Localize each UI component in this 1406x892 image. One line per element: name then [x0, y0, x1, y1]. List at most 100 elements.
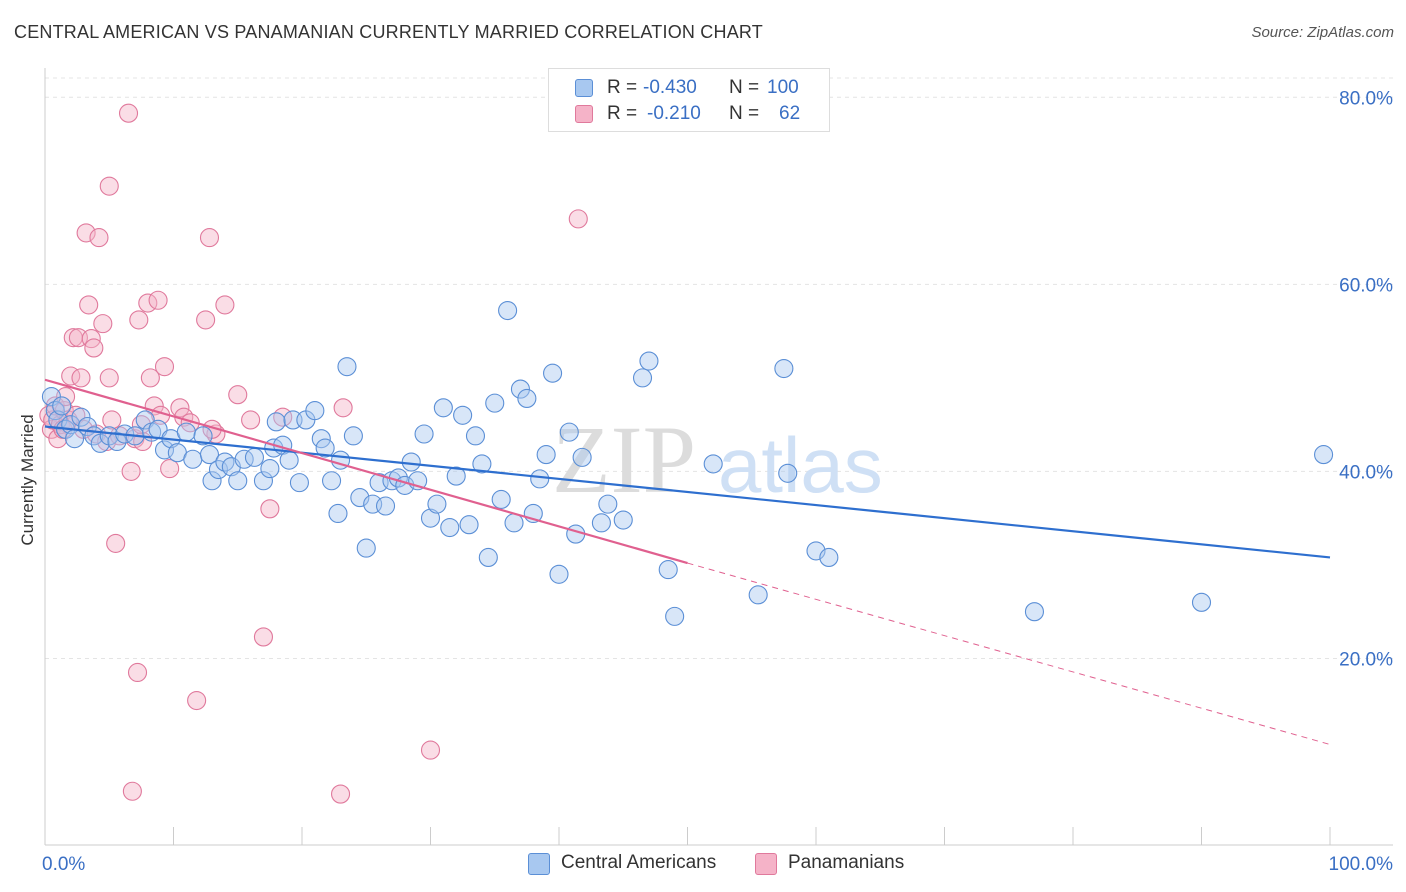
central-americans-point [183, 449, 203, 469]
legend-n-value: 62 [779, 103, 801, 124]
legend-swatch-blue [575, 79, 593, 97]
central-americans-point [253, 471, 274, 491]
central-americans-points [41, 300, 1334, 626]
stats-legend: R = -0.430 N = 100 R = -0.210 N = 62 [548, 68, 830, 132]
chart-title: CENTRAL AMERICAN VS PANAMANIAN CURRENTLY… [14, 22, 763, 42]
y-tick-label: 60.0% [1339, 275, 1393, 296]
x-tick-label-max: 100.0% [1329, 854, 1394, 875]
central-americans-point [598, 494, 618, 514]
x-tick-label-min: 0.0% [42, 854, 85, 875]
legend-swatch-pink [575, 105, 593, 123]
central-americans-point [193, 426, 213, 446]
central-americans-point [71, 407, 91, 427]
trend-lines [44, 378, 1331, 745]
central-americans-point [202, 471, 222, 491]
central-americans-point [266, 412, 286, 432]
legend-label: Central Americans [561, 852, 717, 873]
y-tick-label: 20.0% [1339, 649, 1393, 670]
legend-label: Panamanians [788, 852, 905, 873]
tick-labels: 20.0% 40.0% 60.0% 80.0% 0.0% 100.0% [42, 88, 1393, 875]
panamanians-point [71, 368, 91, 388]
central-americans-point [244, 447, 265, 467]
watermark-atlas: atlas [718, 421, 883, 509]
central-americans-point [613, 510, 633, 530]
central-americans-point [107, 431, 127, 452]
y-tick-label: 80.0% [1339, 88, 1393, 109]
legend-row-panamanians: R = -0.210 N = 62 [549, 101, 829, 127]
panamanians-point [215, 295, 235, 315]
central-americans-point [433, 398, 453, 418]
central-americans-point [199, 445, 220, 465]
central-americans-point [491, 489, 511, 510]
panamanians-point [93, 314, 113, 334]
central-americans-point [485, 393, 505, 413]
central-americans-point [356, 538, 376, 558]
central-americans-point [315, 438, 335, 458]
central-americans-point [1191, 592, 1212, 612]
central-americans-point [517, 388, 537, 409]
central-americans-point [375, 496, 396, 516]
central-americans-point [572, 447, 592, 467]
panamanians-point [122, 781, 142, 801]
central-americans-point [1024, 602, 1044, 622]
central-americans-point [703, 454, 723, 474]
central-americans-point [639, 351, 659, 371]
panamanians-point [241, 410, 261, 430]
panamanians-point [333, 398, 353, 418]
central-americans-point [176, 422, 196, 442]
central-americans-trend [44, 425, 1331, 559]
gridlines [45, 77, 1393, 659]
central-americans-point [311, 429, 331, 449]
central-americans-point [52, 396, 72, 416]
panamanians-point [187, 690, 207, 711]
central-americans-point [414, 424, 434, 444]
central-americans-point [337, 357, 357, 377]
central-americans-point [453, 405, 473, 425]
panamanians-point [196, 310, 216, 330]
panamanians-point [56, 387, 76, 407]
panamanians-point [89, 228, 109, 248]
central-americans-point [228, 471, 248, 491]
panamanians-point [568, 209, 588, 229]
panamanians-trend-extension [687, 562, 1331, 745]
panamanians-point [228, 385, 248, 405]
panamanians-point [330, 784, 351, 804]
panamanians-point [170, 398, 190, 418]
central-americans-point [472, 454, 492, 474]
central-americans-point [549, 564, 569, 584]
legend-n-value: 100 [767, 77, 799, 98]
legend-r-value: -0.210 [647, 103, 701, 124]
panamanians-point [127, 662, 148, 683]
legend-r-label: R = [607, 103, 638, 124]
panamanians-point [129, 310, 149, 330]
central-americans-point [260, 459, 280, 479]
central-americans-point [446, 466, 466, 486]
central-americans-point [543, 363, 563, 383]
central-americans-point [343, 426, 363, 446]
panamanians-point [260, 499, 280, 519]
panamanians-point [79, 295, 99, 315]
central-americans-point [665, 606, 685, 626]
watermark: ZIP atlas [552, 406, 883, 513]
central-americans-point [504, 513, 524, 533]
central-americans-point [774, 358, 794, 379]
panamanians-point [148, 290, 168, 310]
panamanians-trend [44, 378, 688, 565]
central-americans-point [658, 560, 678, 580]
panamanians-point [199, 228, 220, 248]
central-americans-point [478, 547, 498, 567]
panamanians-point [253, 627, 274, 647]
central-americans-point [632, 368, 653, 388]
watermark-zip: ZIP [552, 406, 696, 513]
panamanians-point [140, 368, 160, 388]
legend-r-label: R = [607, 77, 638, 98]
central-americans-point [305, 401, 325, 421]
central-americans-point [440, 517, 460, 538]
panamanians-point [102, 410, 122, 430]
central-americans-point [530, 469, 550, 489]
central-americans-point [510, 379, 531, 399]
central-americans-point [401, 452, 421, 472]
central-americans-point [591, 513, 611, 533]
legend-r-value: -0.430 [643, 77, 697, 98]
central-americans-point [328, 503, 348, 524]
